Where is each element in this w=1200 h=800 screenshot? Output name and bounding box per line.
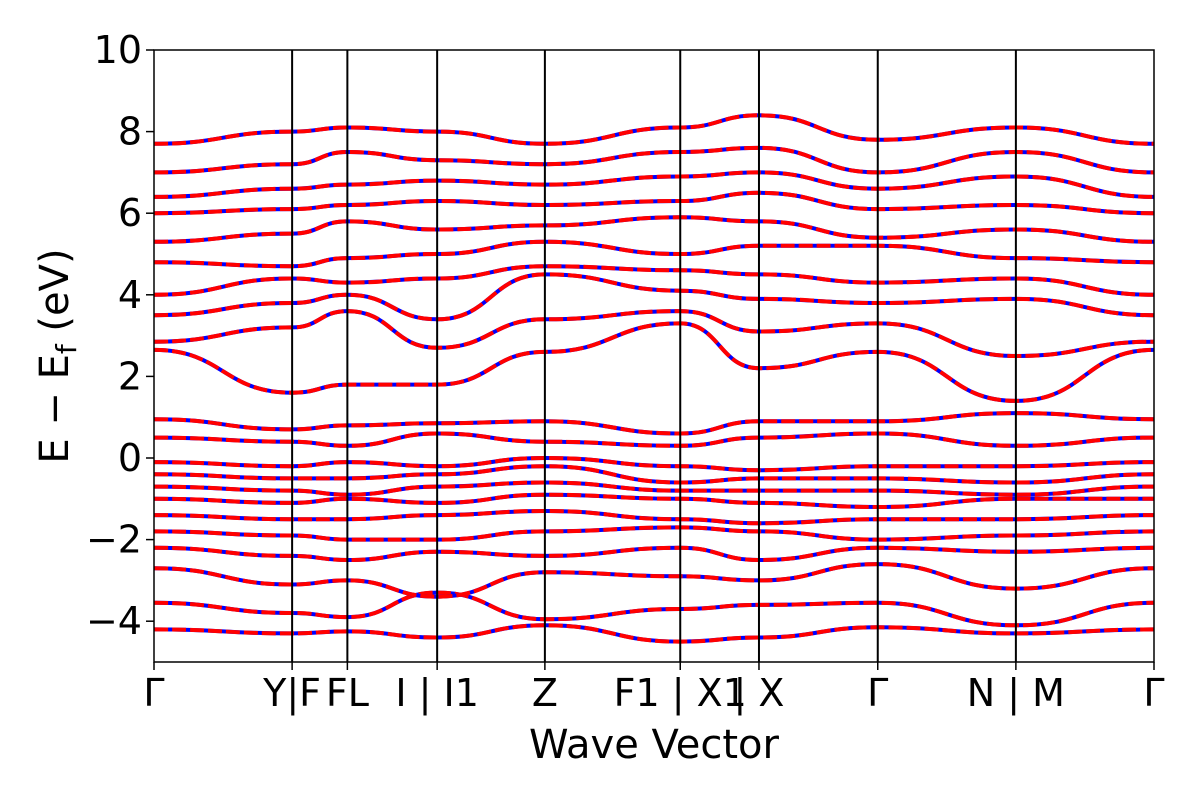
y-tick-label-0: −4 [86, 599, 142, 643]
band-line-overlay-20 [153, 145, 1155, 175]
band-line-5 [153, 508, 1155, 526]
band-line-overlay-18 [153, 190, 1155, 216]
x-axis-ticks: Γ Y|F FL I | I1 Z F1 | X1| X Γ N | M Γ [143, 662, 1165, 716]
band-line-overlay-5 [153, 508, 1155, 526]
band-line-overlay-19 [153, 170, 1155, 199]
y-tick-label-3: 2 [118, 354, 142, 398]
band-lines [153, 113, 1155, 644]
y-axis-title-main: E − E [32, 354, 78, 464]
plot-frame [153, 49, 1155, 663]
band-line-overlay-10 [153, 431, 1155, 448]
band-line-overlay-9 [153, 455, 1155, 473]
band-line-overlay-14 [153, 272, 1155, 322]
y-tick-label-6: 8 [118, 110, 142, 154]
band-line-overlay-13 [153, 309, 1155, 359]
y-tick-label-7: 10 [94, 28, 142, 72]
high-symmetry-lines [291, 50, 1017, 662]
band-line-overlay-11 [153, 411, 1155, 436]
y-tick-label-5: 6 [118, 191, 142, 235]
x-tick-label-6: | X [734, 671, 785, 716]
y-axis-title-sub: f [50, 343, 83, 354]
band-line-overlay-16 [153, 239, 1155, 269]
band-line-overlay-4 [153, 525, 1155, 542]
band-line-overlay-3 [153, 545, 1155, 563]
band-line-overlay-1 [153, 590, 1155, 628]
x-tick-label-4: Z [532, 671, 558, 715]
x-tick-label-2: FL [326, 671, 369, 715]
band-line-overlay-15 [153, 264, 1155, 297]
band-line-overlay-17 [153, 215, 1155, 244]
band-line-13 [153, 309, 1155, 359]
band-line-overlay-2 [153, 562, 1155, 599]
x-tick-label-5: F1 | X1 [614, 671, 747, 716]
x-tick-label-9: Γ [1143, 671, 1164, 715]
band-line-2 [153, 562, 1155, 599]
band-line-overlay-6 [153, 492, 1154, 510]
y-tick-label-2: 0 [118, 436, 142, 480]
x-axis-title: Wave Vector [529, 722, 780, 768]
band-line-overlay-0 [153, 623, 1155, 644]
y-tick-label-4: 4 [118, 273, 142, 317]
y-axis-title: E − Ef (eV) [32, 248, 83, 463]
x-tick-label-0: Γ [143, 671, 164, 715]
band-line-overlay-7 [153, 480, 1155, 497]
band-line-overlay-12 [153, 321, 1155, 403]
y-tick-label-1: −2 [86, 518, 142, 562]
band-line-16 [153, 239, 1155, 269]
x-tick-label-8: N | M [967, 671, 1065, 716]
x-tick-label-3: I | I1 [395, 671, 479, 716]
band-line-overlay-21 [153, 113, 1155, 146]
band-line-12 [153, 321, 1155, 403]
x-tick-label-7: Γ [867, 671, 888, 715]
band-line-overlay-8 [153, 464, 1155, 485]
y-axis-title-unit: (eV) [32, 248, 78, 344]
y-axis-ticks: −4 −2 0 2 4 6 8 10 [86, 28, 154, 643]
x-tick-label-1: Y|F [262, 671, 321, 716]
